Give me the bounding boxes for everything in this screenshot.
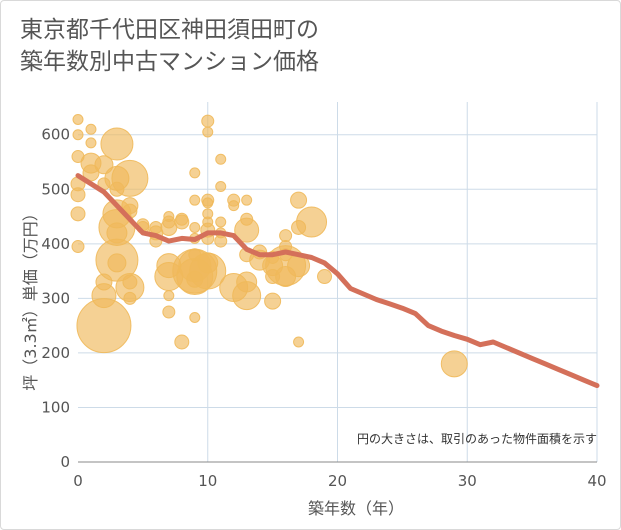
bubble-point	[296, 206, 328, 238]
bubble-point	[189, 194, 201, 206]
bubble-point	[123, 291, 137, 305]
bubble-point	[85, 137, 97, 149]
bubble-point	[290, 191, 308, 209]
bubble-point	[440, 350, 468, 378]
x-tick-label: 30	[458, 472, 477, 490]
y-tick-label: 600	[41, 126, 70, 144]
bubble-point	[215, 153, 227, 165]
bubble-point	[228, 200, 240, 212]
bubble-point	[70, 206, 86, 222]
y-tick-label: 400	[41, 235, 70, 253]
bubble-point	[189, 221, 201, 233]
bubble-point	[202, 126, 214, 138]
bubble-point	[100, 127, 134, 161]
bubble-point	[189, 311, 201, 323]
bubble-point	[174, 214, 190, 230]
tick-labels: 0 100 200 300 400 500 600 0 10 20 30 40	[41, 126, 606, 490]
y-tick-label: 300	[41, 289, 70, 307]
bubble-point	[71, 240, 85, 254]
bubble-point	[76, 298, 132, 354]
y-axis-title: 坪（3.3㎡）単価（万円）	[21, 205, 40, 390]
bubble-point	[174, 334, 190, 350]
bubble-point	[163, 290, 175, 302]
bubble-point	[85, 123, 97, 135]
y-tick-label: 500	[41, 180, 70, 198]
chart-title: 東京都千代田区神田須田町の 築年数別中古マンション価格	[20, 14, 319, 78]
x-axis-title: 築年数（年）	[308, 499, 404, 518]
bubble-point	[72, 113, 84, 125]
bubble-point	[232, 281, 262, 311]
bubble-point	[202, 197, 214, 209]
y-tick-label: 100	[41, 398, 70, 416]
bubble-point	[70, 187, 86, 203]
bubble-point	[107, 253, 127, 273]
bubble-point	[215, 216, 227, 228]
y-tick-label: 0	[60, 453, 70, 471]
y-tick-label: 200	[41, 344, 70, 362]
bubble-point	[241, 194, 253, 206]
bubble-point	[189, 252, 227, 290]
bubble-point	[317, 269, 333, 285]
chart-title-line-1: 東京都千代田区神田須田町の	[20, 17, 319, 43]
bubble-size-note: 円の大きさは、取引のあった物件面積を示す	[357, 431, 597, 446]
x-tick-label: 10	[198, 472, 217, 490]
bubble-point	[279, 229, 293, 243]
bubble-point	[215, 181, 227, 193]
bubble-point	[214, 234, 228, 248]
bubble-point	[162, 305, 176, 319]
bubble-point	[293, 336, 305, 348]
bubble-point	[189, 167, 201, 179]
bubble-series	[70, 113, 468, 378]
x-tick-label: 40	[587, 472, 606, 490]
bubble-point	[72, 129, 84, 141]
bubble-point	[111, 159, 149, 197]
x-tick-label: 0	[73, 472, 83, 490]
trend-line	[75, 173, 600, 389]
bubble-point	[201, 114, 215, 128]
x-tick-label: 20	[328, 472, 347, 490]
chart-title-line-2: 築年数別中古マンション価格	[20, 49, 319, 75]
bubble-point	[264, 292, 282, 310]
bubble-point	[234, 217, 260, 243]
